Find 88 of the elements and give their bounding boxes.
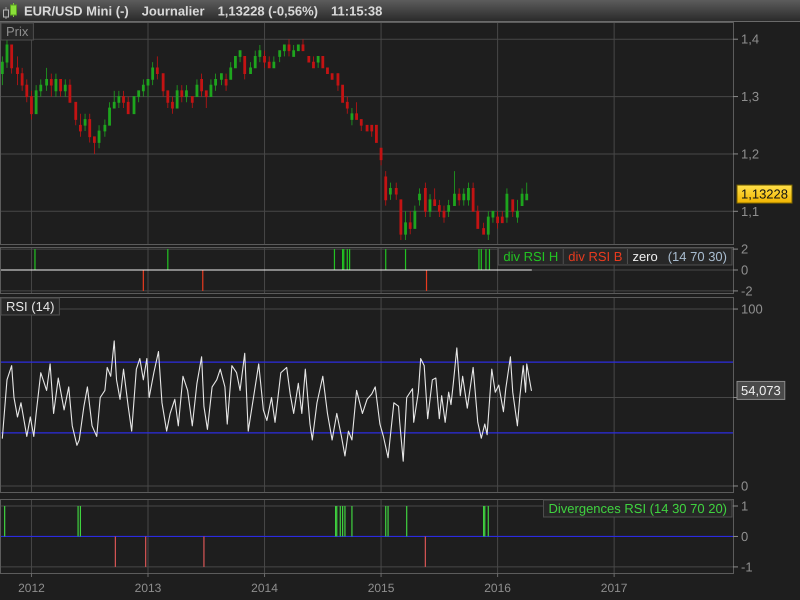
candlestick bbox=[50, 73, 53, 97]
y-tick-label: 1,2 bbox=[741, 146, 760, 162]
candlestick bbox=[68, 78, 72, 103]
candlestick bbox=[467, 182, 470, 206]
candlestick bbox=[312, 56, 315, 68]
candlestick bbox=[54, 73, 58, 97]
candlestick bbox=[350, 108, 354, 126]
candlestick bbox=[156, 56, 159, 80]
text: 1,13228 (-0,56%) bbox=[218, 4, 318, 18]
candlestick bbox=[516, 199, 519, 224]
candlestick bbox=[388, 182, 392, 200]
x-tick-label: 2016 bbox=[484, 581, 512, 595]
y-tick-label: -2 bbox=[741, 283, 753, 298]
line-series bbox=[2, 340, 532, 462]
y-tick-label: 0 bbox=[741, 478, 748, 494]
y-tick-label: 1,1 bbox=[741, 204, 760, 219]
legend-title: (14 70 30) bbox=[668, 249, 728, 264]
candlestick bbox=[520, 188, 524, 206]
text: zero bbox=[632, 249, 658, 264]
candlestick bbox=[220, 73, 223, 86]
text: Divergences RSI (14 30 70 20) bbox=[548, 501, 727, 516]
candlestick bbox=[366, 124, 368, 132]
candlestick bbox=[453, 170, 456, 206]
candlestick bbox=[380, 148, 382, 166]
text: div RSI B bbox=[568, 249, 622, 264]
candlestick bbox=[98, 124, 100, 149]
candlestick bbox=[258, 44, 262, 63]
candlestick bbox=[30, 90, 33, 120]
text: 54,073 bbox=[741, 382, 781, 398]
candlestick bbox=[45, 67, 48, 92]
candlestick bbox=[288, 38, 290, 57]
candlestick bbox=[6, 38, 8, 68]
candlestick bbox=[316, 56, 320, 68]
text: 11:15:38 bbox=[331, 4, 382, 18]
candlestick bbox=[117, 90, 120, 108]
text: EUR/USD Mini (-) bbox=[24, 4, 129, 18]
candlestick bbox=[272, 56, 276, 68]
candlestick bbox=[399, 199, 402, 240]
y-tick-label: 1,3 bbox=[741, 89, 760, 104]
y-tick-label: 0 bbox=[741, 262, 748, 278]
candlestick bbox=[482, 222, 486, 235]
candlestick bbox=[176, 84, 179, 108]
x-tick-label: 2012 bbox=[18, 581, 46, 595]
y-tick-label: 1,4 bbox=[741, 32, 760, 47]
text: Journalier bbox=[142, 4, 205, 18]
text: RSI (14) bbox=[6, 299, 54, 314]
y-tick-label: 2 bbox=[741, 242, 748, 257]
text: 1,13228 bbox=[741, 186, 788, 202]
candlestick bbox=[506, 188, 508, 224]
candlestick bbox=[34, 84, 38, 114]
candlestick bbox=[408, 210, 412, 235]
candlestick bbox=[171, 96, 174, 114]
candlestick bbox=[185, 84, 188, 103]
y-tick-label: 100 bbox=[741, 302, 763, 317]
y-tick-label: -1 bbox=[741, 559, 753, 574]
candlestick bbox=[79, 113, 82, 138]
candlestick bbox=[428, 194, 432, 218]
candlestick bbox=[249, 62, 252, 74]
candlestick bbox=[59, 78, 62, 97]
candlestick bbox=[302, 38, 304, 52]
y-tick-label: 0 bbox=[741, 528, 748, 544]
candlestick bbox=[375, 124, 378, 143]
candlestick bbox=[196, 78, 198, 97]
candlestick bbox=[132, 96, 136, 114]
y-tick-label: 1 bbox=[741, 498, 748, 514]
candlestick bbox=[84, 113, 86, 132]
candlestick bbox=[122, 90, 125, 108]
candlestick bbox=[472, 182, 475, 212]
x-tick-label: 2013 bbox=[134, 581, 162, 595]
candlestick bbox=[413, 205, 416, 229]
candlestick bbox=[200, 73, 204, 97]
candlestick bbox=[418, 188, 421, 206]
series-label: Prix bbox=[6, 24, 29, 39]
candlestick bbox=[162, 73, 165, 97]
candlestick bbox=[496, 210, 499, 229]
candlestick bbox=[92, 136, 96, 154]
candlestick bbox=[355, 102, 358, 120]
candlestick bbox=[146, 78, 150, 97]
x-tick-label: 2015 bbox=[368, 581, 395, 595]
candlestick bbox=[458, 188, 461, 206]
series-label: div RSI H bbox=[503, 249, 558, 264]
candlestick bbox=[404, 210, 407, 240]
candlestick bbox=[224, 73, 228, 92]
candlestick bbox=[442, 205, 446, 224]
x-tick-label: 2014 bbox=[251, 581, 278, 595]
x-tick-label: 2017 bbox=[600, 581, 628, 595]
candlestick bbox=[263, 50, 266, 68]
candlestick bbox=[492, 210, 494, 224]
